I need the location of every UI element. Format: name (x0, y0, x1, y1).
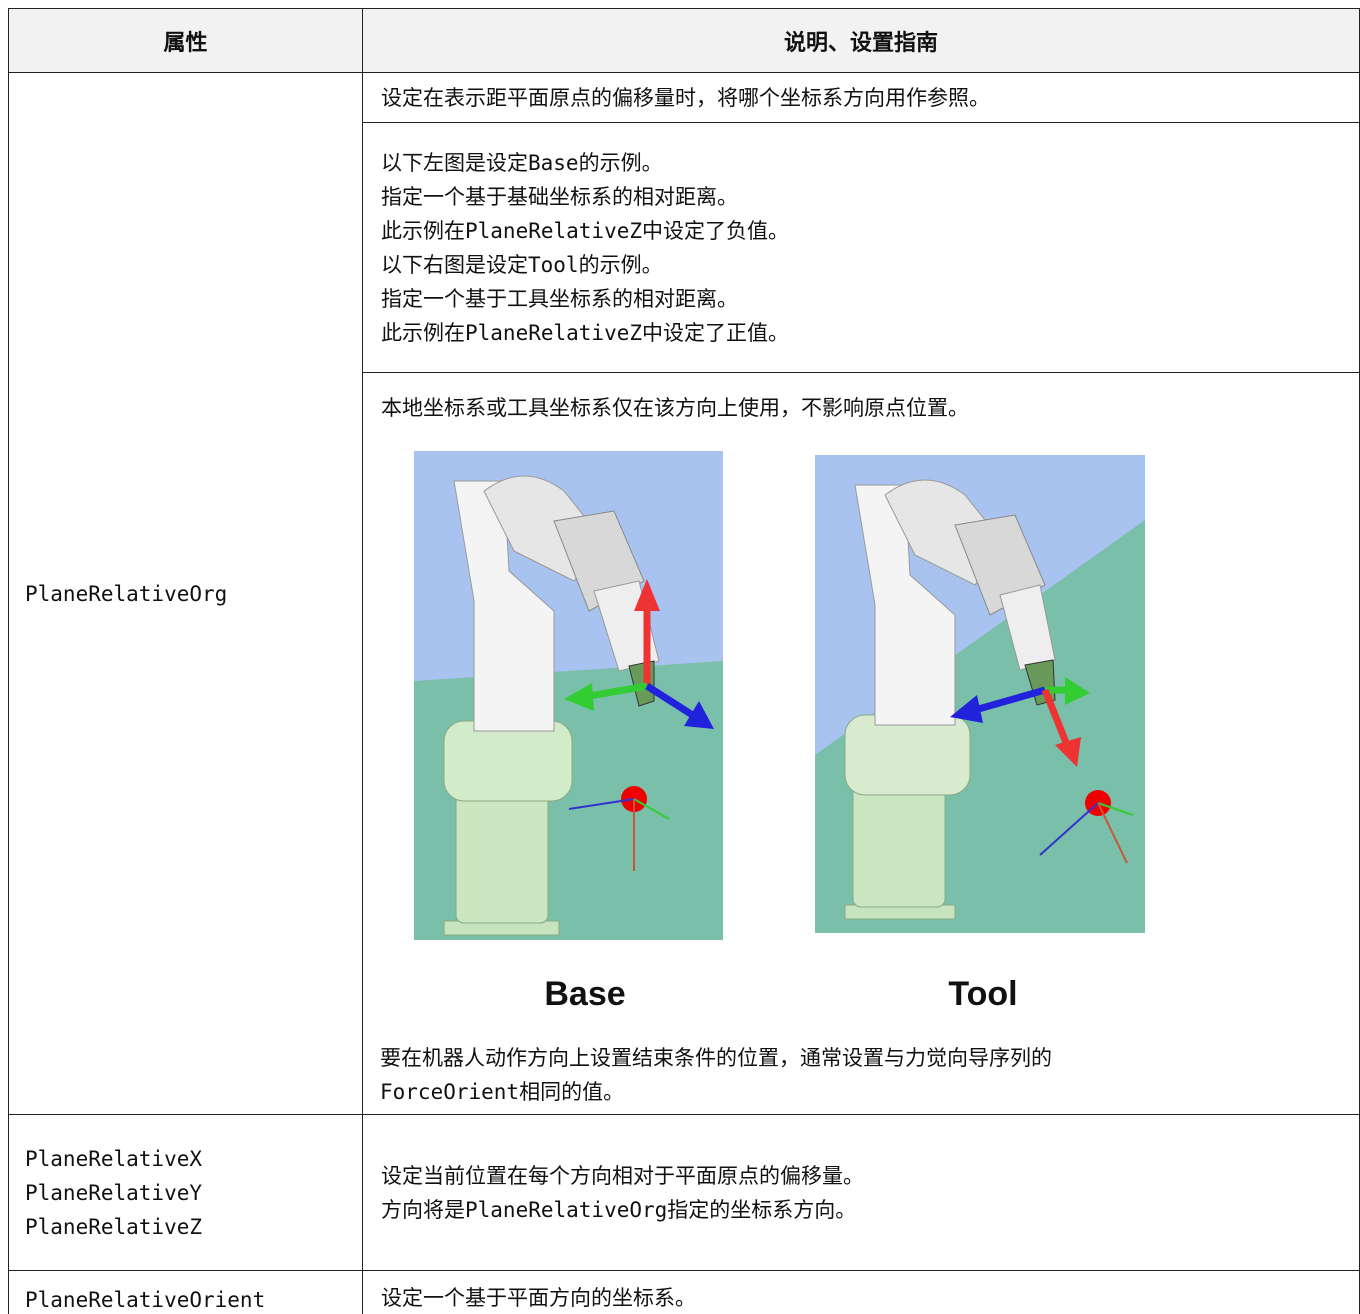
property-text: PlaneRelativeOrg (25, 581, 228, 606)
property-cell: PlaneRelativeX PlaneRelativeY PlaneRelat… (8, 1114, 363, 1271)
description-after: 要在机器人动作方向上设置结束条件的位置，通常设置与力觉向导序列的 ForceOr… (380, 1041, 1052, 1109)
description-line: 方向将是PlaneRelativeOrg指定的坐标系方向。 (381, 1197, 857, 1222)
header-cell: 说明、设置指南 (362, 8, 1360, 73)
property-cell: PlaneRelativeOrient (8, 1270, 363, 1314)
property-text: PlaneRelativeOrient (25, 1288, 266, 1312)
description-line: 指定一个基于工具坐标系的相对距离。 (381, 286, 738, 311)
description-line: 设定在表示距平面原点的偏移量时，将哪个坐标系方向用作参照。 (381, 85, 990, 110)
description-line: 指定一个基于基础坐标系的相对距离。 (381, 184, 738, 209)
description-line: 设定当前位置在每个方向相对于平面原点的偏移量。 (381, 1163, 864, 1188)
property-text: PlaneRelativeY (25, 1180, 203, 1205)
property-text: PlaneRelativeZ (25, 1214, 203, 1239)
description-cell: 设定在表示距平面原点的偏移量时，将哪个坐标系方向用作参照。 (362, 72, 1360, 123)
description-line: 此示例在PlaneRelativeZ中设定了正值。 (381, 320, 790, 345)
description-line: 设定一个基于平面方向的坐标系。 (381, 1286, 696, 1310)
property-cell: PlaneRelativeOrg (8, 72, 363, 1115)
description-line: ForceOrient相同的值。 (380, 1080, 625, 1104)
description-line: 以下左图是设定Base的示例。 (381, 150, 663, 175)
header-cell: 属性 (8, 8, 363, 73)
description-line: 要在机器人动作方向上设置结束条件的位置，通常设置与力觉向导序列的 (380, 1046, 1052, 1070)
description-cell: 以下左图是设定Base的示例。 指定一个基于基础坐标系的相对距离。 此示例在Pl… (362, 122, 1360, 373)
header-text: 属性 (163, 30, 208, 56)
header-text: 说明、设置指南 (783, 30, 938, 56)
figure-label: Tool (948, 975, 1018, 1013)
description-line: 此示例在PlaneRelativeZ中设定了负值。 (381, 218, 790, 243)
description-cell: 设定一个基于平面方向的坐标系。 (362, 1270, 1360, 1314)
description-line: 本地坐标系或工具坐标系仅在该方向上使用，不影响原点位置。 (381, 396, 969, 420)
figure-base (414, 451, 723, 940)
figure-label: Base (544, 975, 626, 1013)
description-cell: 设定当前位置在每个方向相对于平面原点的偏移量。 方向将是PlaneRelativ… (362, 1114, 1360, 1271)
description-line: 以下右图是设定Tool的示例。 (381, 252, 663, 277)
figure-tool (815, 455, 1145, 933)
property-text: PlaneRelativeX (25, 1146, 203, 1171)
